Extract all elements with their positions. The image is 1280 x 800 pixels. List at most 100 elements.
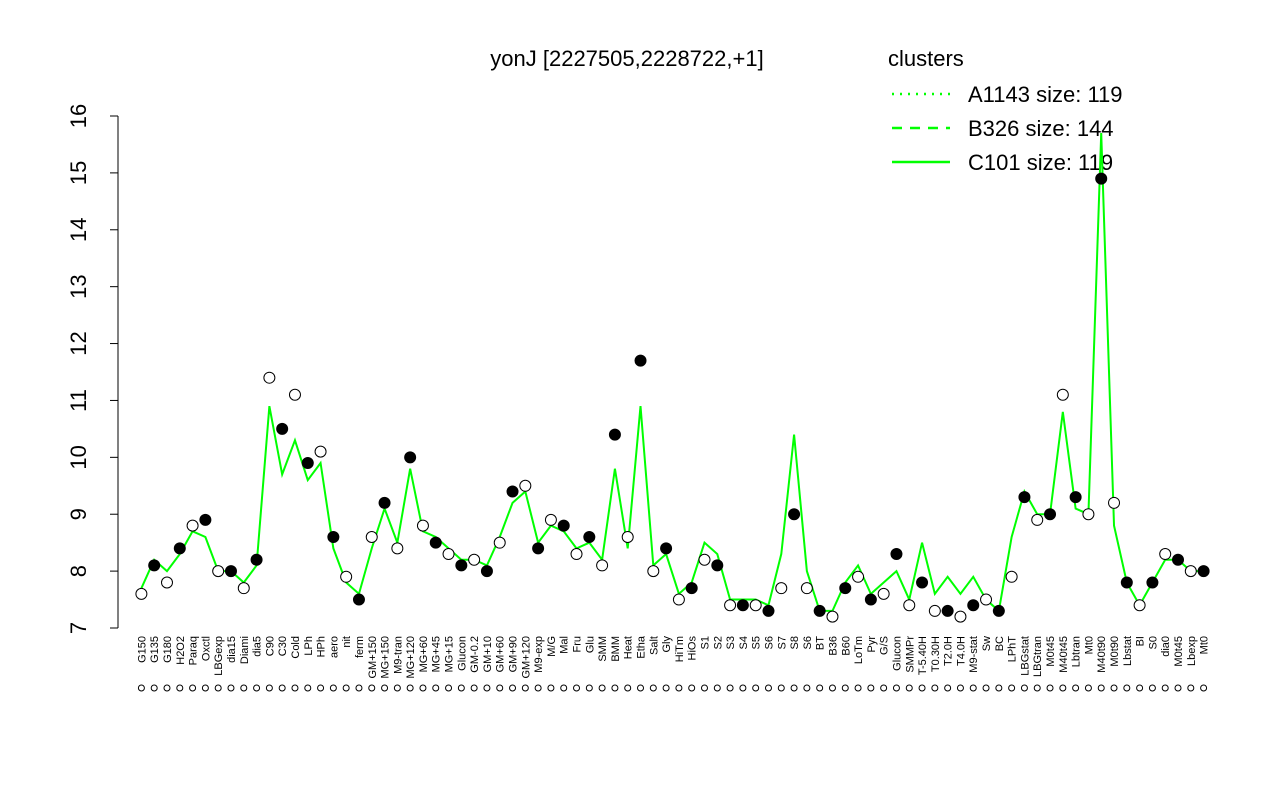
x-tick-label: BC (994, 636, 1006, 651)
data-point (1120, 576, 1133, 589)
rug-dot (470, 684, 478, 692)
rug-dot (841, 684, 849, 692)
rug-dot (240, 684, 248, 692)
data-point (660, 542, 673, 555)
data-point (724, 599, 737, 612)
x-tick-label: dia15 (226, 636, 238, 663)
rug-dot (918, 684, 926, 692)
data-point (954, 610, 967, 623)
rug-dot (163, 684, 171, 692)
data-point (1133, 599, 1146, 612)
x-tick-label: Gly (661, 636, 673, 653)
x-tick-label: Etha (636, 635, 648, 659)
x-tick-label: M0t90 (1109, 636, 1121, 667)
data-point (557, 519, 570, 532)
y-tick-label: 15 (66, 161, 91, 185)
x-tick-label: Fru (572, 636, 584, 653)
data-point (314, 445, 327, 458)
x-tick-label: G135 (149, 636, 161, 663)
data-point (621, 530, 634, 543)
x-tick-label: LPhT (1007, 636, 1019, 663)
data-point (442, 548, 455, 561)
data-point (775, 582, 788, 595)
data-point (672, 593, 685, 606)
rug-dot (803, 684, 811, 692)
rug-dot (393, 684, 401, 692)
data-point (992, 604, 1005, 617)
data-point (570, 548, 583, 561)
x-tick-label: T0.30H (930, 636, 942, 672)
data-point (916, 576, 929, 589)
rug-dot (419, 684, 427, 692)
y-tick-label: 8 (66, 565, 91, 577)
rug-dot (355, 684, 363, 692)
rug-dot (1110, 684, 1118, 692)
data-point (263, 371, 276, 384)
rug-dot (739, 684, 747, 692)
x-tick-label: H2O2 (175, 636, 187, 665)
data-point (199, 513, 212, 526)
legend-label: A1143 size: 119 (968, 82, 1123, 107)
rug-dot (304, 684, 312, 692)
rug-dot (1059, 684, 1067, 692)
rug-dot (1097, 684, 1105, 692)
x-tick-label: M/G (546, 636, 558, 657)
y-tick-label: 16 (66, 104, 91, 128)
rug-dot (214, 684, 222, 692)
data-point (404, 451, 417, 464)
x-tick-label: Glucon (891, 636, 903, 671)
x-tick-label: LoTm (853, 636, 865, 664)
x-tick-label: Diami (239, 636, 251, 664)
x-tick-label: M40t90 (1096, 636, 1108, 673)
rug-dot (1161, 684, 1169, 692)
data-point (1184, 565, 1197, 578)
rug-dot (445, 684, 453, 692)
x-tick-label: ferm (354, 636, 366, 658)
x-tick-label: B36 (827, 636, 839, 656)
rug-dot (227, 684, 235, 692)
rug-dot (509, 684, 517, 692)
rug-dot (688, 684, 696, 692)
data-point (327, 530, 340, 543)
data-point (250, 553, 263, 566)
x-tick-label: B60 (840, 636, 852, 656)
rug-dot (611, 684, 619, 692)
x-tick-label: Mal (559, 636, 571, 654)
x-tick-label: HPh (316, 636, 328, 657)
rug-dot (637, 684, 645, 692)
data-point (1108, 496, 1121, 509)
x-tick-label: M40t45 (1058, 636, 1070, 673)
rug-dot (944, 684, 952, 692)
rug-dot (560, 684, 568, 692)
rug-dot (278, 684, 286, 692)
data-point (736, 599, 749, 612)
x-tick-label: Sw (981, 636, 993, 651)
rug-dot (1200, 684, 1208, 692)
rug-dot (956, 684, 964, 692)
rug-dot (892, 684, 900, 692)
rug-dot (329, 684, 337, 692)
data-point (352, 593, 365, 606)
x-tick-label: MG+60 (418, 636, 430, 672)
rug-dot (649, 684, 657, 692)
x-tick-label: M9-stat (968, 636, 980, 673)
x-tick-label: C30 (277, 636, 289, 656)
data-point (1197, 565, 1210, 578)
data-point (903, 599, 916, 612)
data-point (634, 354, 647, 367)
data-point (1159, 548, 1172, 561)
rug-dot (1136, 684, 1144, 692)
data-point (160, 576, 173, 589)
rug-dot (816, 684, 824, 692)
x-tick-label: Glucon (456, 636, 468, 671)
y-tick-label: 9 (66, 508, 91, 520)
rug-dot (253, 684, 261, 692)
data-point (429, 536, 442, 549)
data-point (1172, 553, 1185, 566)
data-point (544, 513, 557, 526)
x-tick-label: Lbexp (1186, 636, 1198, 666)
data-point (455, 559, 468, 572)
x-tick-label: dia5 (252, 636, 264, 657)
x-tick-label: Mt0 (1083, 636, 1095, 654)
chart-title: yonJ [2227505,2228722,+1] (490, 46, 763, 71)
